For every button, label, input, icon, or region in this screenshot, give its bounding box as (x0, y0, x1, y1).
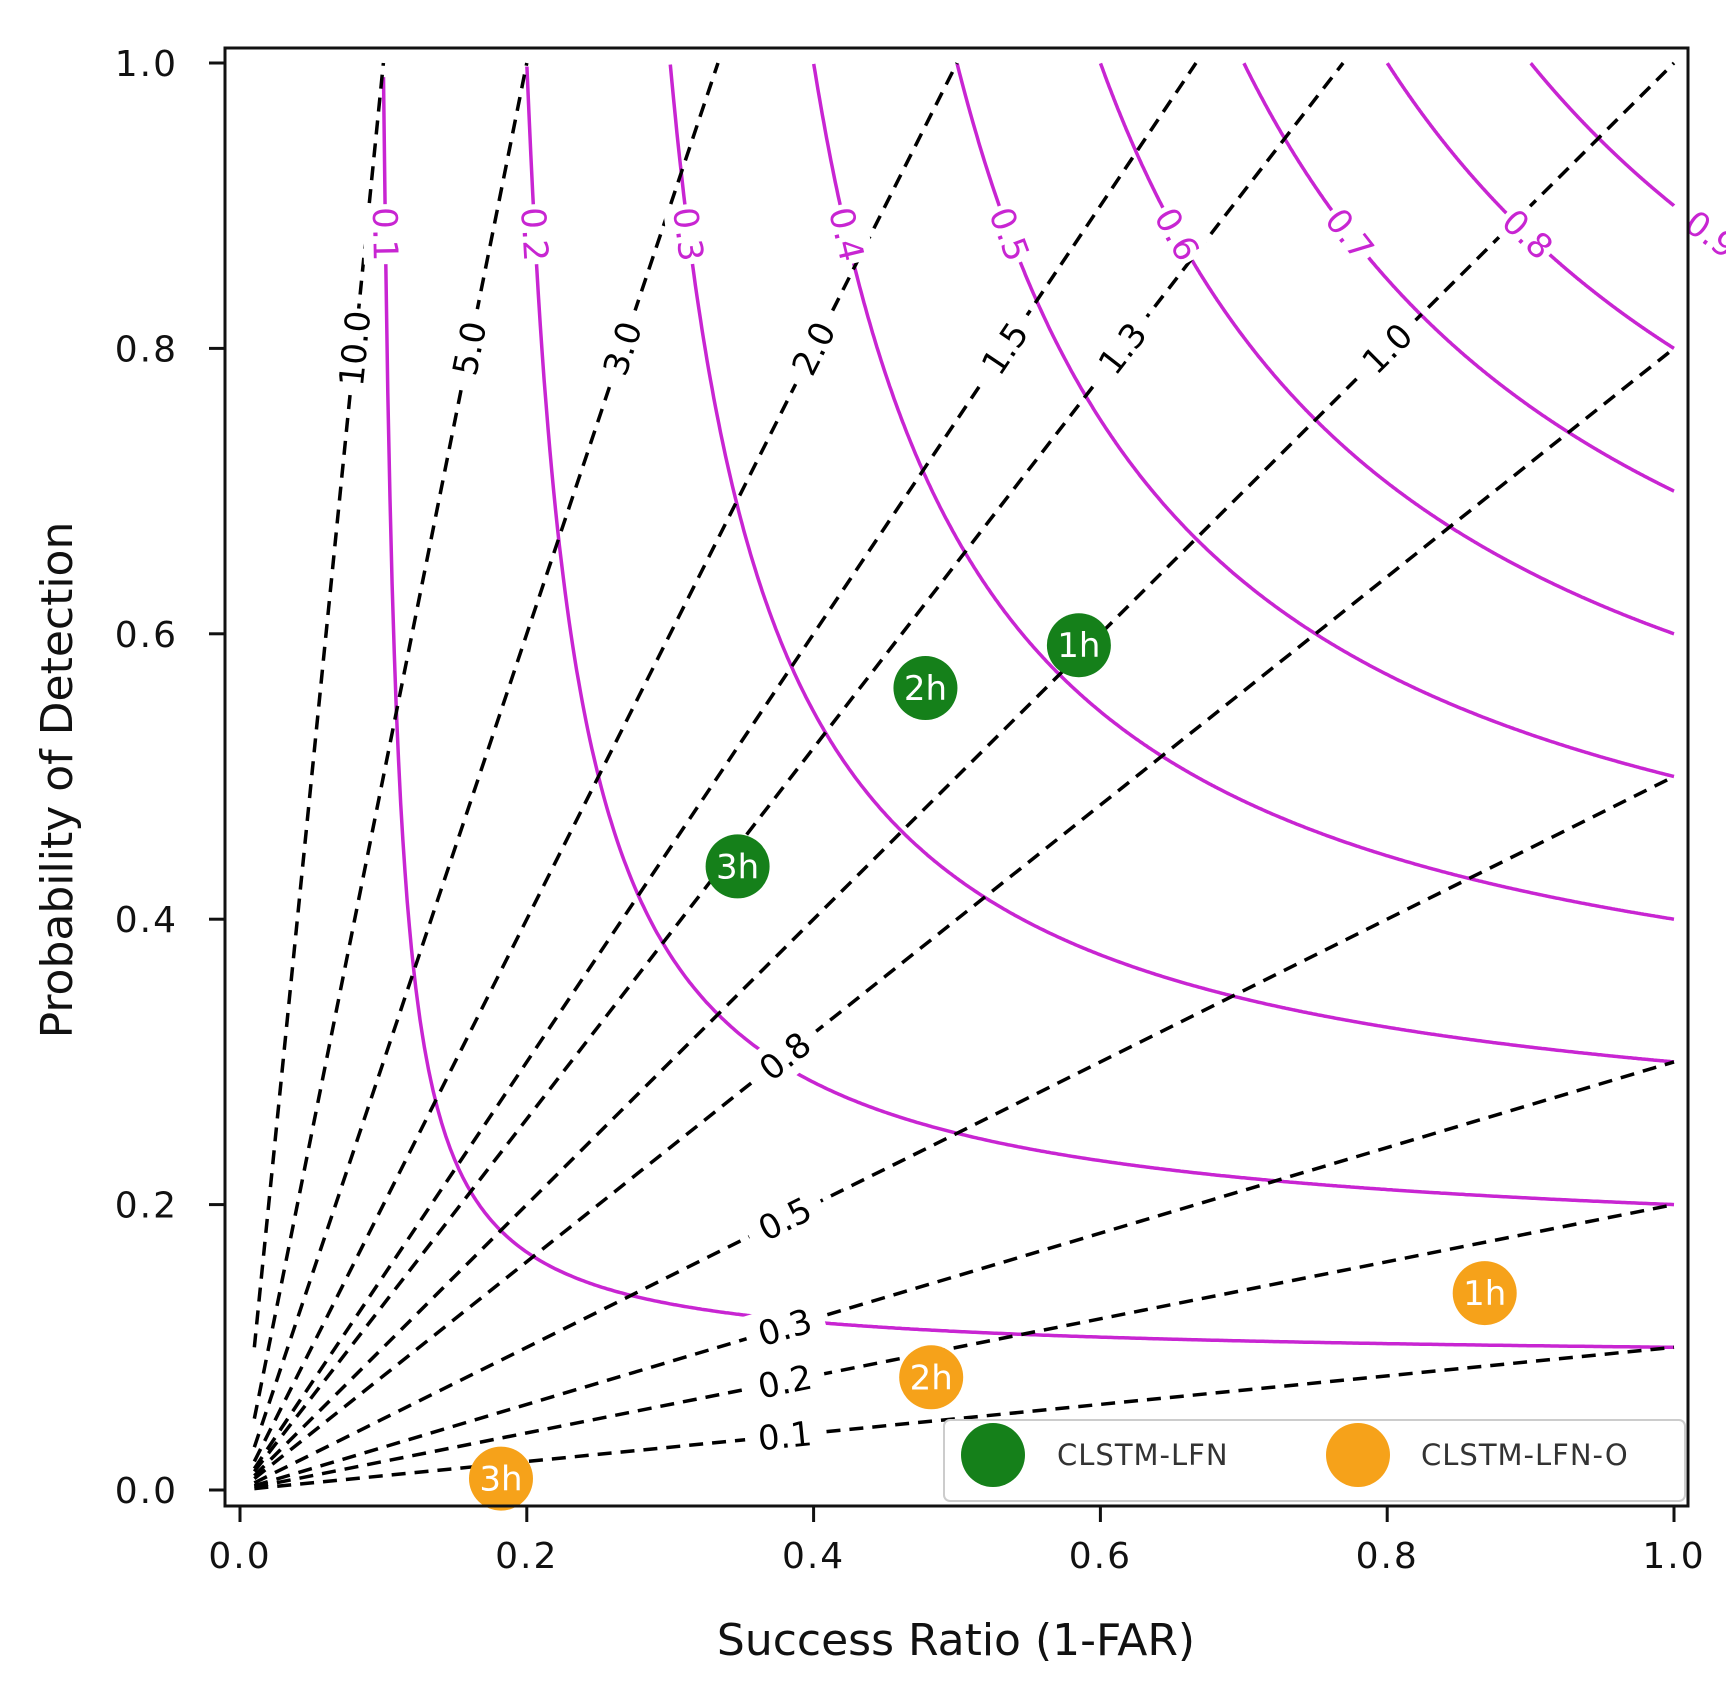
data-point-label: 3h (479, 1460, 522, 1500)
bias-line (252, 62, 1198, 1470)
csi-contour-label: 0.2 (512, 206, 555, 262)
csi-label-background (978, 198, 1041, 271)
bias-label-background (739, 1181, 831, 1257)
bias-label-background (588, 303, 656, 394)
data-point-clstm-lfn-3h (705, 834, 770, 899)
csi-contour-label: 0.1 (364, 207, 405, 262)
csi-contour (955, 63, 1675, 779)
bias-label-background (742, 1409, 827, 1462)
bias-line (253, 1060, 1675, 1488)
csi-contour (1529, 61, 1676, 207)
bias-label-background (1080, 303, 1165, 394)
csi-label-background (1313, 197, 1386, 272)
csi-contour-label: 0.3 (664, 205, 711, 264)
csi-label-background (511, 202, 559, 266)
csi-label-background (362, 203, 408, 265)
legend-frame (943, 1419, 1686, 1502)
bias-label-background (775, 302, 852, 395)
data-points: 1h 2h 3h 1h 2h 3h (468, 613, 1517, 1511)
bias-line-label: 0.3 (754, 1301, 817, 1355)
bias-line (253, 774, 1675, 1485)
bias-label-background (328, 306, 381, 391)
y-tick-label: 0.4 (115, 900, 178, 941)
data-point-clstm-lfn-o-1h (1452, 1261, 1517, 1326)
data-point-label: 1h (1463, 1274, 1506, 1314)
bias-line (253, 1202, 1675, 1489)
data-point-label: 2h (904, 669, 947, 709)
data-point-label: 1h (1057, 626, 1100, 666)
x-axis-label: Success Ratio (1-FAR) (717, 1615, 1195, 1666)
csi-contour (811, 63, 1675, 921)
x-tick-label: 1.0 (1642, 1536, 1705, 1577)
csi-contour (668, 64, 1675, 1064)
csi-contour (1098, 62, 1675, 636)
bias-line (252, 62, 529, 1419)
csi-contour-label: 0.6 (1146, 201, 1207, 268)
y-tick-label: 0.2 (115, 1186, 178, 1227)
bias-label-background (964, 302, 1046, 394)
csi-label-background (818, 199, 876, 269)
x-tick-label: 0.6 (1069, 1536, 1132, 1577)
csi-contour-label: 0.7 (1316, 201, 1381, 268)
x-axis: 0.0 0.2 0.4 0.6 0.8 1.0 (208, 1506, 1705, 1577)
bias-label-background (739, 1014, 830, 1099)
bias-line (252, 62, 959, 1463)
y-tick-label: 0.8 (115, 329, 178, 370)
data-point-clstm-lfn-o-3h (468, 1446, 533, 1511)
y-tick-label: 0.6 (115, 615, 178, 656)
legend-label-clstm-lfn: CLSTM-LFN (1057, 1438, 1229, 1472)
csi-label-background (1143, 197, 1211, 272)
plot-frame (223, 46, 1690, 1508)
x-tick-label: 0.4 (782, 1536, 845, 1577)
bias-line (252, 62, 386, 1348)
bias-lines (252, 61, 1676, 1491)
data-point-label: 2h (910, 1358, 953, 1398)
bias-line (252, 62, 720, 1448)
data-point-clstm-lfn-o-2h (899, 1345, 964, 1410)
x-tick-label: 0.8 (1356, 1536, 1419, 1577)
bias-label-background (740, 1294, 830, 1360)
bias-label-background (439, 304, 499, 392)
bias-line (252, 61, 1345, 1473)
data-point-label: 3h (716, 847, 759, 887)
y-axis: 0.0 0.2 0.4 0.6 0.8 1.0 (115, 44, 225, 1512)
csi-label-background (662, 201, 715, 267)
legend: CLSTM-LFN CLSTM-LFN-O (943, 1419, 1686, 1502)
bias-line-label: 0.1 (756, 1414, 814, 1459)
y-tick-label: 1.0 (115, 44, 178, 85)
y-axis-label: Probability of Detection (32, 522, 83, 1039)
legend-label-clstm-lfn-o: CLSTM-LFN-O (1421, 1438, 1629, 1472)
bias-line-label: 10.0 (332, 309, 379, 388)
csi-label-background (1673, 198, 1726, 270)
legend-marker-clstm-lfn-o (1326, 1423, 1390, 1487)
x-tick-label: 0.2 (495, 1536, 558, 1577)
data-point-clstm-lfn-1h (1046, 613, 1111, 678)
csi-contour (1242, 62, 1675, 493)
bias-line (253, 347, 1676, 1480)
csi-contour (381, 77, 1674, 1350)
data-point-clstm-lfn-2h (893, 656, 958, 721)
bias-label-background (1343, 304, 1432, 393)
bias-label-background (741, 1352, 829, 1411)
bias-line (253, 61, 1676, 1477)
csi-label-background (1490, 197, 1565, 271)
x-tick-label: 0.0 (208, 1536, 271, 1577)
y-tick-label: 0.0 (115, 1471, 178, 1512)
legend-marker-clstm-lfn (961, 1423, 1025, 1487)
contour-labels: 0.1 0.2 0.3 0.4 0.5 0.6 0.7 0.8 0.90.10.20.30.50… (328, 197, 1726, 1462)
